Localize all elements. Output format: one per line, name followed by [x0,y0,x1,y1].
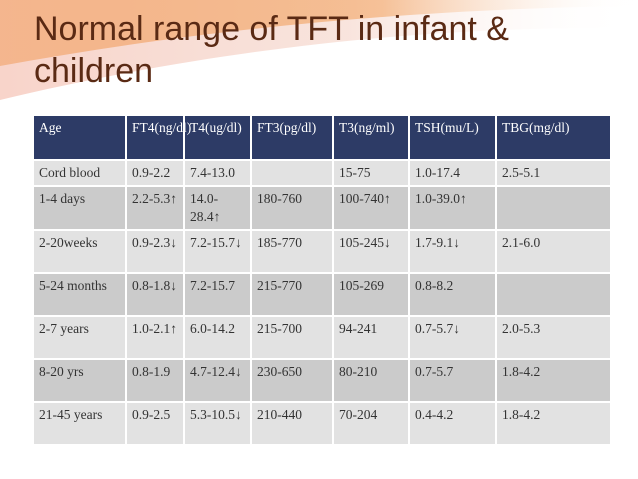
table-cell: 185-770 [250,229,334,274]
header-tbg: TBG(mg/dl) [495,114,612,161]
table-row: 21-45 years 0.9-2.5 5.3-10.5↓ 210-440 70… [32,401,612,446]
table-cell [250,159,334,187]
table-cell: 0.7-5.7 [408,358,497,403]
table-cell: 80-210 [332,358,410,403]
decorative-swoosh [0,0,638,100]
header-ft3: FT3(pg/dl) [250,114,334,161]
table-row: 1-4 days 2.2-5.3↑ 14.0-28.4↑ 180-760 100… [32,185,612,231]
table-header-row: Age FT4(ng/dl) T4(ug/dl) FT3(pg/dl) T3(n… [32,114,612,161]
table-cell: 230-650 [250,358,334,403]
table-cell: 14.0-28.4↑ [183,185,252,231]
table-cell: 0.7-5.7↓ [408,315,497,360]
slide-title: Normal range of TFT in infant & children [34,10,509,90]
table-cell: 2-20weeks [32,229,127,274]
table-cell: 7.4-13.0 [183,159,252,187]
table-cell: 5-24 months [32,272,127,317]
table-cell: 21-45 years [32,401,127,446]
table-cell: 1.8-4.2 [495,358,612,403]
table-row: 5-24 months 0.8-1.8↓ 7.2-15.7 215-770 10… [32,272,612,317]
table-cell: 0.9-2.5 [125,401,185,446]
table-cell: 2.2-5.3↑ [125,185,185,231]
table-cell: 70-204 [332,401,410,446]
table-cell: 0.8-1.8↓ [125,272,185,317]
table-cell: 1.0-2.1↑ [125,315,185,360]
table-cell: 15-75 [332,159,410,187]
table-cell: 0.8-8.2 [408,272,497,317]
table-row: 2-7 years 1.0-2.1↑ 6.0-14.2 215-700 94-2… [32,315,612,360]
table-cell: 1.8-4.2 [495,401,612,446]
table-cell [495,272,612,317]
table-row: 8-20 yrs 0.8-1.9 4.7-12.4↓ 230-650 80-21… [32,358,612,403]
table-cell: 2-7 years [32,315,127,360]
table-cell: 4.7-12.4↓ [183,358,252,403]
table-cell: 7.2-15.7↓ [183,229,252,274]
table-cell: 7.2-15.7 [183,272,252,317]
table-cell: 94-241 [332,315,410,360]
table-row: Cord blood 0.9-2.2 7.4-13.0 15-75 1.0-17… [32,159,612,187]
table-cell [495,185,612,231]
table-cell: 1.0-39.0↑ [408,185,497,231]
table-cell: 105-269 [332,272,410,317]
tft-range-table: Age FT4(ng/dl) T4(ug/dl) FT3(pg/dl) T3(n… [32,114,612,446]
table-cell: 100-740↑ [332,185,410,231]
header-t3: T3(ng/ml) [332,114,410,161]
table-cell: 210-440 [250,401,334,446]
table-cell: 2.5-5.1 [495,159,612,187]
table-cell: 5.3-10.5↓ [183,401,252,446]
table-cell: 6.0-14.2 [183,315,252,360]
table-cell: 105-245↓ [332,229,410,274]
table-cell: 180-760 [250,185,334,231]
table-row: 2-20weeks 0.9-2.3↓ 7.2-15.7↓ 185-770 105… [32,229,612,274]
table-cell: 1.7-9.1↓ [408,229,497,274]
header-age: Age [32,114,127,161]
table-cell: 1.0-17.4 [408,159,497,187]
table-cell: 0.9-2.2 [125,159,185,187]
table-cell: 2.1-6.0 [495,229,612,274]
header-ft4: FT4(ng/dl) [125,114,191,161]
table-cell: 0.4-4.2 [408,401,497,446]
table-cell: Cord blood [32,159,127,187]
table-cell: 0.9-2.3↓ [125,229,185,274]
table-cell: 2.0-5.3 [495,315,612,360]
table-cell: 215-770 [250,272,334,317]
header-t4: T4(ug/dl) [183,114,252,161]
header-tsh: TSH(mu/L) [408,114,497,161]
table-cell: 0.8-1.9 [125,358,185,403]
table-cell: 215-700 [250,315,334,360]
table-cell: 1-4 days [32,185,127,231]
table-cell: 8-20 yrs [32,358,127,403]
